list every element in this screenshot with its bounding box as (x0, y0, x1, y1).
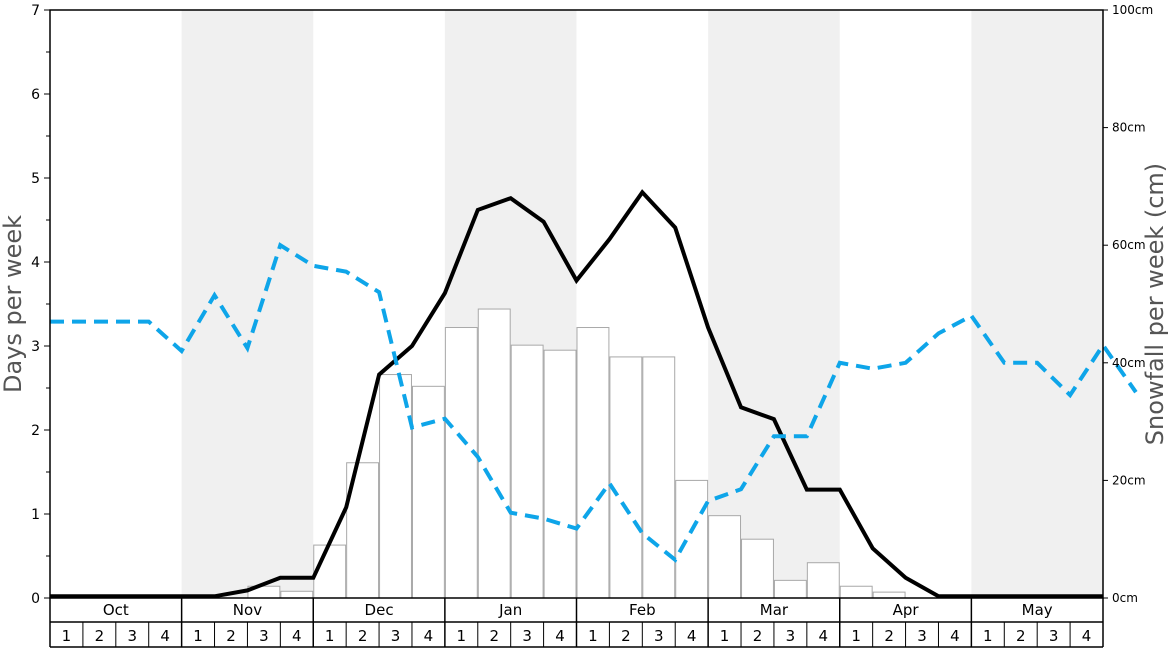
y2-tick-label: 60cm (1112, 238, 1146, 252)
dashed-line-series (50, 242, 1138, 563)
month-label: Dec (365, 601, 394, 619)
y-tick-label: 0 (31, 591, 40, 607)
y-tick-label: 5 (31, 171, 40, 187)
snowfall-bar (477, 308, 511, 599)
snowfall-bar (806, 562, 840, 599)
month-band (708, 10, 840, 598)
week-label: 2 (95, 627, 105, 645)
week-label: 4 (424, 627, 434, 645)
y-tick-label: 6 (31, 87, 40, 103)
week-label: 4 (950, 627, 960, 645)
y2-tick-label: 20cm (1112, 473, 1146, 487)
snowfall-bar (379, 374, 412, 599)
snowfall-bar (444, 327, 478, 599)
y-tick-label: 3 (31, 339, 40, 355)
week-label: 2 (621, 627, 631, 645)
y2-tick-label: 0cm (1112, 591, 1138, 605)
solid-line-series (50, 189, 1103, 599)
week-label: 2 (489, 627, 499, 645)
month-label: Oct (103, 601, 129, 619)
week-label: 3 (654, 627, 664, 645)
snowfall-bar (708, 515, 742, 599)
week-label: 1 (325, 627, 335, 645)
y2-tick-label: 100cm (1112, 3, 1153, 17)
month-band (971, 10, 1103, 598)
week-label: 1 (588, 627, 598, 645)
week-label: 4 (160, 627, 170, 645)
series-lines (50, 189, 1138, 599)
y-tick-label: 1 (31, 507, 40, 523)
y2-tick-label: 40cm (1112, 356, 1146, 370)
week-label: 2 (226, 627, 236, 645)
snowfall-bar (543, 349, 577, 599)
snowfall-bar (510, 344, 544, 599)
y-axis-title: Days per week (0, 215, 27, 393)
month-label: May (1022, 601, 1053, 619)
week-label: 3 (1049, 627, 1059, 645)
week-label: 1 (851, 627, 861, 645)
y2-axis-title: Snowfall per week (cm) (1141, 163, 1168, 445)
week-label: 1 (62, 627, 72, 645)
week-label: 4 (292, 627, 302, 645)
week-label: 2 (358, 627, 368, 645)
snowfall-bar (576, 327, 610, 599)
week-label: 3 (259, 627, 269, 645)
week-label: 1 (193, 627, 203, 645)
snowfall-bar (642, 356, 676, 599)
week-label: 3 (127, 627, 137, 645)
y-tick-label: 7 (31, 3, 40, 19)
axis-ticks: 0 1 2 3 4 5 6 7 0cm 20cm 40cm 60cm 80cm 100cm (31, 3, 1153, 607)
week-label: 3 (786, 627, 796, 645)
snowfall-bars (247, 308, 906, 599)
week-label: 4 (687, 627, 697, 645)
week-label: 2 (1016, 627, 1026, 645)
month-label: Jan (498, 601, 522, 619)
snowfall-bar (609, 356, 643, 599)
week-label: 2 (753, 627, 763, 645)
month-label: Apr (893, 601, 920, 619)
week-label: 3 (391, 627, 401, 645)
month-bands (181, 10, 1103, 598)
snowfall-bar (675, 479, 709, 599)
month-band (181, 10, 314, 598)
week-label: 1 (457, 627, 467, 645)
week-label: 1 (983, 627, 993, 645)
y-tick-label: 4 (31, 255, 40, 271)
y2-tick-label: 80cm (1112, 121, 1146, 135)
week-label: 3 (522, 627, 532, 645)
snowfall-bar (741, 538, 774, 599)
snowfall-bar (773, 579, 807, 599)
month-label: Mar (760, 601, 789, 619)
week-label: 4 (555, 627, 565, 645)
week-label: 4 (819, 627, 829, 645)
snowfall-bar (280, 590, 314, 599)
snowfall-bar (313, 544, 347, 599)
snowfall-bar (411, 385, 445, 599)
week-label: 4 (1082, 627, 1092, 645)
week-label: 3 (917, 627, 927, 645)
month-label: Feb (629, 601, 656, 619)
month-label: Nov (233, 601, 262, 619)
week-label: 2 (884, 627, 894, 645)
y-tick-label: 2 (31, 423, 40, 439)
snowfall-bar (839, 585, 873, 599)
x-axis-table: Oct 1 2 3 4 Nov 1 2 3 4 Dec 1 2 3 4 Jan 1 2 3 4 Feb 1 2 3 4 Mar 1 2… (49, 598, 1104, 648)
week-label: 1 (720, 627, 730, 645)
snowfall-bar (872, 591, 906, 599)
